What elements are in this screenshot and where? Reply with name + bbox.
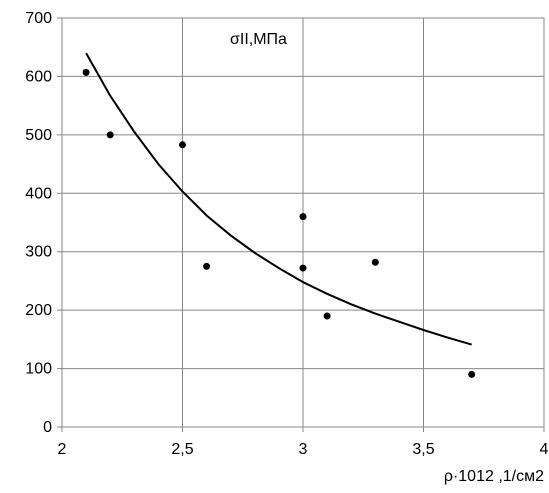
data-point: [371, 258, 379, 266]
y-tick-label: 400: [25, 185, 52, 202]
y-tick-label: 700: [25, 10, 52, 27]
y-tick-label: 100: [25, 361, 52, 378]
y-tick-label: 500: [25, 127, 52, 144]
data-point: [106, 131, 114, 139]
x-tick-label: 3: [299, 441, 308, 458]
data-point: [468, 370, 476, 378]
y-tick-label: 0: [43, 419, 52, 436]
x-tick-label: 2: [58, 441, 67, 458]
data-point: [179, 141, 186, 149]
data-point: [299, 213, 307, 221]
tick-labels: 0 100 200 300 400 500 600 700 2 2,5 3 3,5 4: [25, 10, 548, 458]
y-tick-label: 300: [25, 244, 52, 261]
x-tick-label: 2,5: [171, 441, 193, 458]
y-tick-label: 200: [25, 302, 52, 319]
y-tick-label: 600: [25, 68, 52, 85]
x-axis-title: ρ·1012 ,1/см2: [444, 468, 544, 485]
axes: [57, 17, 545, 432]
x-tick-label: 4: [540, 441, 549, 458]
trendline: [85, 52, 472, 346]
data-point: [299, 264, 307, 272]
x-tick-label: 3,5: [412, 441, 434, 458]
data-point: [82, 68, 90, 76]
chart-title: σII,МПа: [230, 31, 287, 48]
data-points: [82, 68, 476, 378]
data-point: [323, 312, 331, 320]
data-point: [203, 262, 211, 270]
gridlines: [62, 17, 545, 427]
trendline-layer: [85, 52, 472, 346]
